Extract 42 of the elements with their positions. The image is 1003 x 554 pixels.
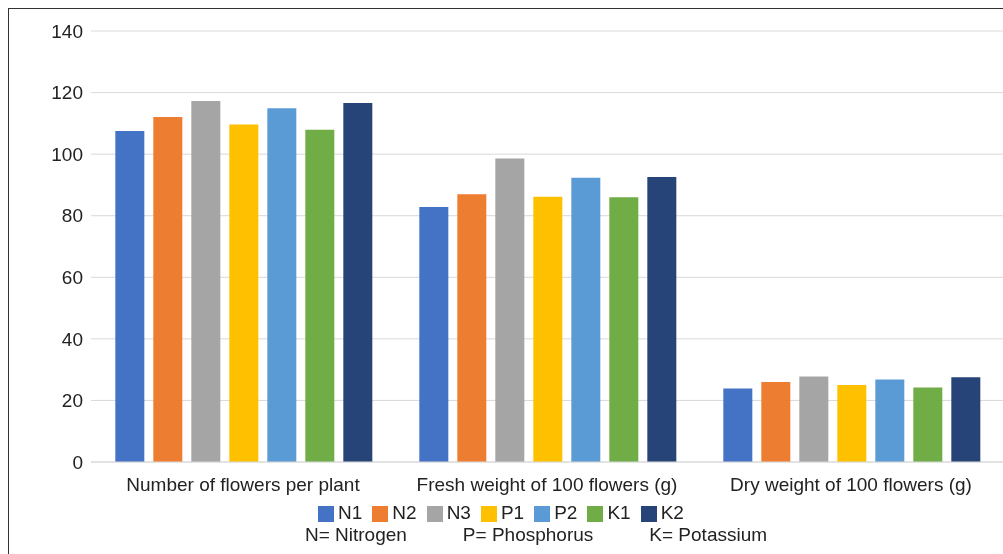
bar [609, 197, 639, 462]
bar [913, 387, 943, 462]
y-tick-label: 20 [61, 390, 83, 412]
bar [571, 177, 601, 462]
bar [457, 194, 487, 462]
bar [115, 131, 145, 462]
text: N= Nitrogen [304, 524, 407, 546]
y-tick-label: 40 [61, 328, 83, 350]
y-tick-label: 120 [51, 82, 83, 104]
text: K= Potassium [649, 524, 768, 546]
y-tick-label: 60 [61, 267, 83, 289]
y-tick-label: 140 [51, 20, 83, 42]
legend-label: P1 [500, 502, 525, 523]
bar [875, 379, 905, 462]
x-tick-label: Fresh weight of 100 flowers (g) [416, 474, 678, 496]
bar [191, 100, 221, 462]
bar [533, 196, 563, 462]
legend-label: P2 [554, 502, 578, 523]
bar [837, 385, 867, 462]
bar [951, 377, 981, 462]
bar [647, 176, 677, 462]
bar [761, 381, 791, 462]
text: P= Phosphorus [462, 524, 594, 546]
y-tick-label: 80 [61, 205, 83, 227]
bar [419, 207, 449, 462]
y-tick-label: 100 [51, 143, 83, 165]
legend-label: K1 [607, 502, 631, 523]
legend-label: K2 [660, 502, 684, 523]
legend-label: N2 [392, 502, 417, 523]
legend-label: N3 [446, 502, 471, 523]
x-tick-label: Number of flowers per plant [126, 474, 361, 496]
bar [229, 124, 259, 462]
bar [153, 116, 183, 462]
bar [723, 388, 753, 462]
legend-label: N1 [338, 502, 363, 523]
bar [343, 103, 373, 462]
bar [267, 108, 297, 462]
x-tick-label: Dry weight of 100 flowers (g) [730, 474, 972, 496]
bar [799, 376, 829, 462]
y-tick-label: 0 [72, 451, 83, 473]
bar [495, 158, 525, 462]
bar [305, 129, 335, 462]
